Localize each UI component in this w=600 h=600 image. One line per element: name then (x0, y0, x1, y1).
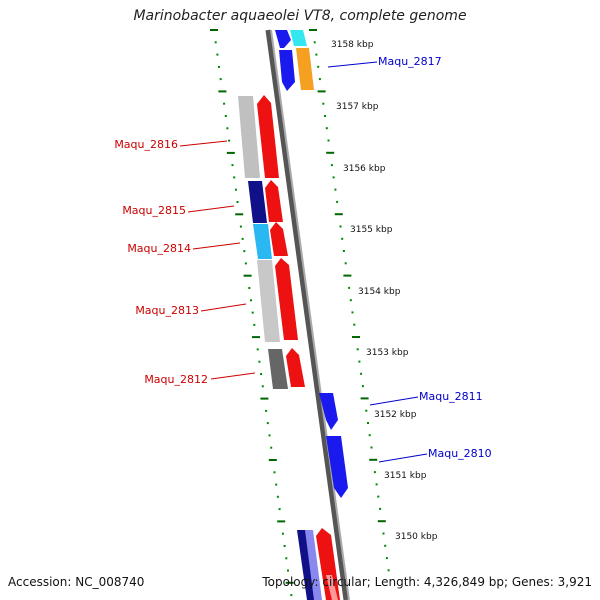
scale-label: 3150 kbp (395, 532, 438, 542)
scale-label: 3156 kbp (343, 164, 386, 174)
topology-text: Topology: circular; Length: 4,326,849 bp… (262, 575, 592, 589)
gene-feature[interactable] (296, 48, 314, 90)
gene-feature[interactable] (305, 530, 322, 600)
forward-features (275, 30, 348, 498)
genome-backbone (265, 29, 349, 600)
reverse-features (238, 95, 340, 600)
gene-labels: Maqu_2817 Maqu_2816 Maqu_2815 Maqu_2814 … (114, 55, 491, 460)
label-leaders (179, 61, 428, 463)
gene-feature[interactable] (275, 258, 298, 340)
map-title: Marinobacter aquaeolei VT8, complete gen… (133, 8, 467, 24)
gene-feature[interactable] (248, 181, 267, 223)
scale-label: 3158 kbp (331, 40, 374, 50)
gene-label-maqu-2815[interactable]: Maqu_2815 (122, 204, 186, 217)
gene-label-maqu-2816[interactable]: Maqu_2816 (114, 138, 178, 151)
accession-text: Accession: NC_008740 (8, 575, 145, 589)
scale-label: 3155 kbp (350, 225, 393, 235)
scale-label: 3154 kbp (358, 287, 401, 297)
gene-feature[interactable] (265, 180, 283, 222)
tick-marks (210, 29, 390, 597)
gene-feature[interactable] (238, 96, 260, 178)
gene-label-maqu-2814[interactable]: Maqu_2814 (127, 242, 191, 255)
gene-feature[interactable] (253, 224, 272, 259)
scale-labels: 3158 kbp 3157 kbp 3156 kbp 3155 kbp 3154… (331, 40, 438, 542)
gene-feature[interactable] (326, 436, 348, 498)
gene-label-maqu-2813[interactable]: Maqu_2813 (135, 304, 199, 317)
scale-label: 3157 kbp (336, 102, 379, 112)
scale-label: 3151 kbp (384, 471, 427, 481)
scale-label: 3152 kbp (374, 410, 417, 420)
gene-feature[interactable] (286, 348, 305, 387)
gene-label-maqu-2812[interactable]: Maqu_2812 (144, 373, 208, 386)
gene-feature[interactable] (268, 349, 288, 389)
gene-feature[interactable] (319, 393, 338, 430)
gene-feature[interactable] (257, 260, 280, 342)
gene-feature[interactable] (326, 575, 338, 600)
genome-backbone-highlight (270, 29, 350, 600)
gene-feature[interactable] (297, 530, 316, 600)
gene-label-maqu-2810[interactable]: Maqu_2810 (428, 447, 492, 460)
gene-feature[interactable] (275, 30, 291, 48)
gene-feature[interactable] (316, 528, 340, 600)
gene-label-maqu-2811[interactable]: Maqu_2811 (419, 390, 483, 403)
gene-label-maqu-2817[interactable]: Maqu_2817 (378, 55, 442, 68)
gene-feature[interactable] (270, 222, 288, 256)
gene-feature[interactable] (257, 95, 279, 178)
gene-feature[interactable] (279, 50, 295, 91)
gene-feature[interactable] (290, 30, 307, 46)
scale-label: 3153 kbp (366, 348, 409, 358)
